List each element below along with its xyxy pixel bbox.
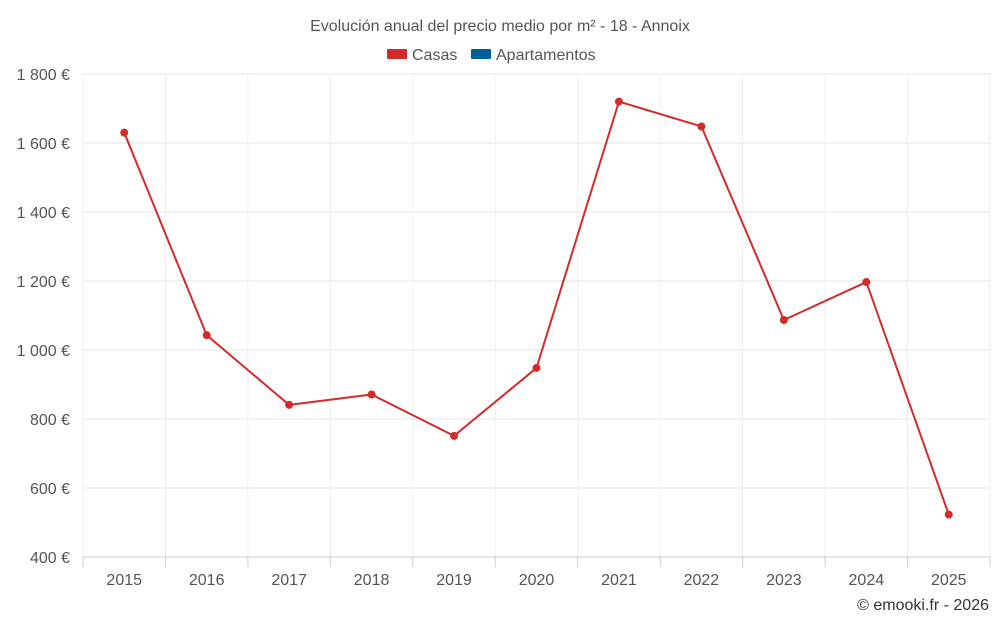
x-tick-label: 2018 (354, 572, 390, 589)
y-tick-label: 1 800 € (17, 67, 70, 84)
data-point[interactable] (944, 510, 953, 519)
y-tick-label: 1 400 € (17, 205, 70, 222)
legend: Casas Apartamentos (387, 47, 596, 64)
data-point[interactable] (202, 331, 211, 340)
x-tick-label: 2025 (931, 572, 967, 589)
legend-swatch-apartamentos (471, 49, 491, 59)
y-tick-label: 1 200 € (17, 274, 70, 291)
axes: 400 € 600 € 800 € 1 000 € 1 200 € 1 400 € 1 60… (17, 67, 991, 589)
data-point[interactable] (614, 97, 623, 106)
data-point[interactable] (862, 278, 871, 287)
x-tick-label: 2015 (106, 572, 142, 589)
x-tick-label: 2022 (684, 572, 720, 589)
x-tick-label: 2020 (519, 572, 555, 589)
data-point[interactable] (120, 128, 129, 137)
data-point[interactable] (697, 122, 706, 131)
x-tick-label: 2019 (436, 572, 472, 589)
y-tick-label: 400 € (30, 550, 70, 567)
y-tick-label: 1 600 € (17, 136, 70, 153)
series-group (120, 97, 953, 519)
legend-label-apartamentos: Apartamentos (496, 47, 596, 64)
x-tick-label: 2016 (189, 572, 225, 589)
legend-item-apartamentos[interactable]: Apartamentos (471, 47, 596, 64)
data-point[interactable] (532, 363, 541, 372)
x-tick-label: 2017 (271, 572, 307, 589)
legend-swatch-casas (387, 49, 407, 59)
data-point[interactable] (779, 315, 788, 324)
data-point[interactable] (367, 390, 376, 399)
x-tick-label: 2024 (849, 572, 885, 589)
y-tick-label: 600 € (30, 481, 70, 498)
chart-title: Evolución anual del precio medio por m² … (310, 18, 690, 35)
legend-label-casas: Casas (412, 47, 457, 64)
gridlines (82, 73, 991, 557)
y-tick-label: 800 € (30, 412, 70, 429)
data-point[interactable] (285, 400, 294, 409)
x-tick-label: 2023 (766, 572, 802, 589)
y-tick-label: 1 000 € (17, 343, 70, 360)
legend-item-casas[interactable]: Casas (387, 47, 457, 64)
x-tick-label: 2021 (601, 572, 637, 589)
credit-text: © emooki.fr - 2026 (857, 597, 989, 614)
data-point[interactable] (450, 431, 459, 440)
